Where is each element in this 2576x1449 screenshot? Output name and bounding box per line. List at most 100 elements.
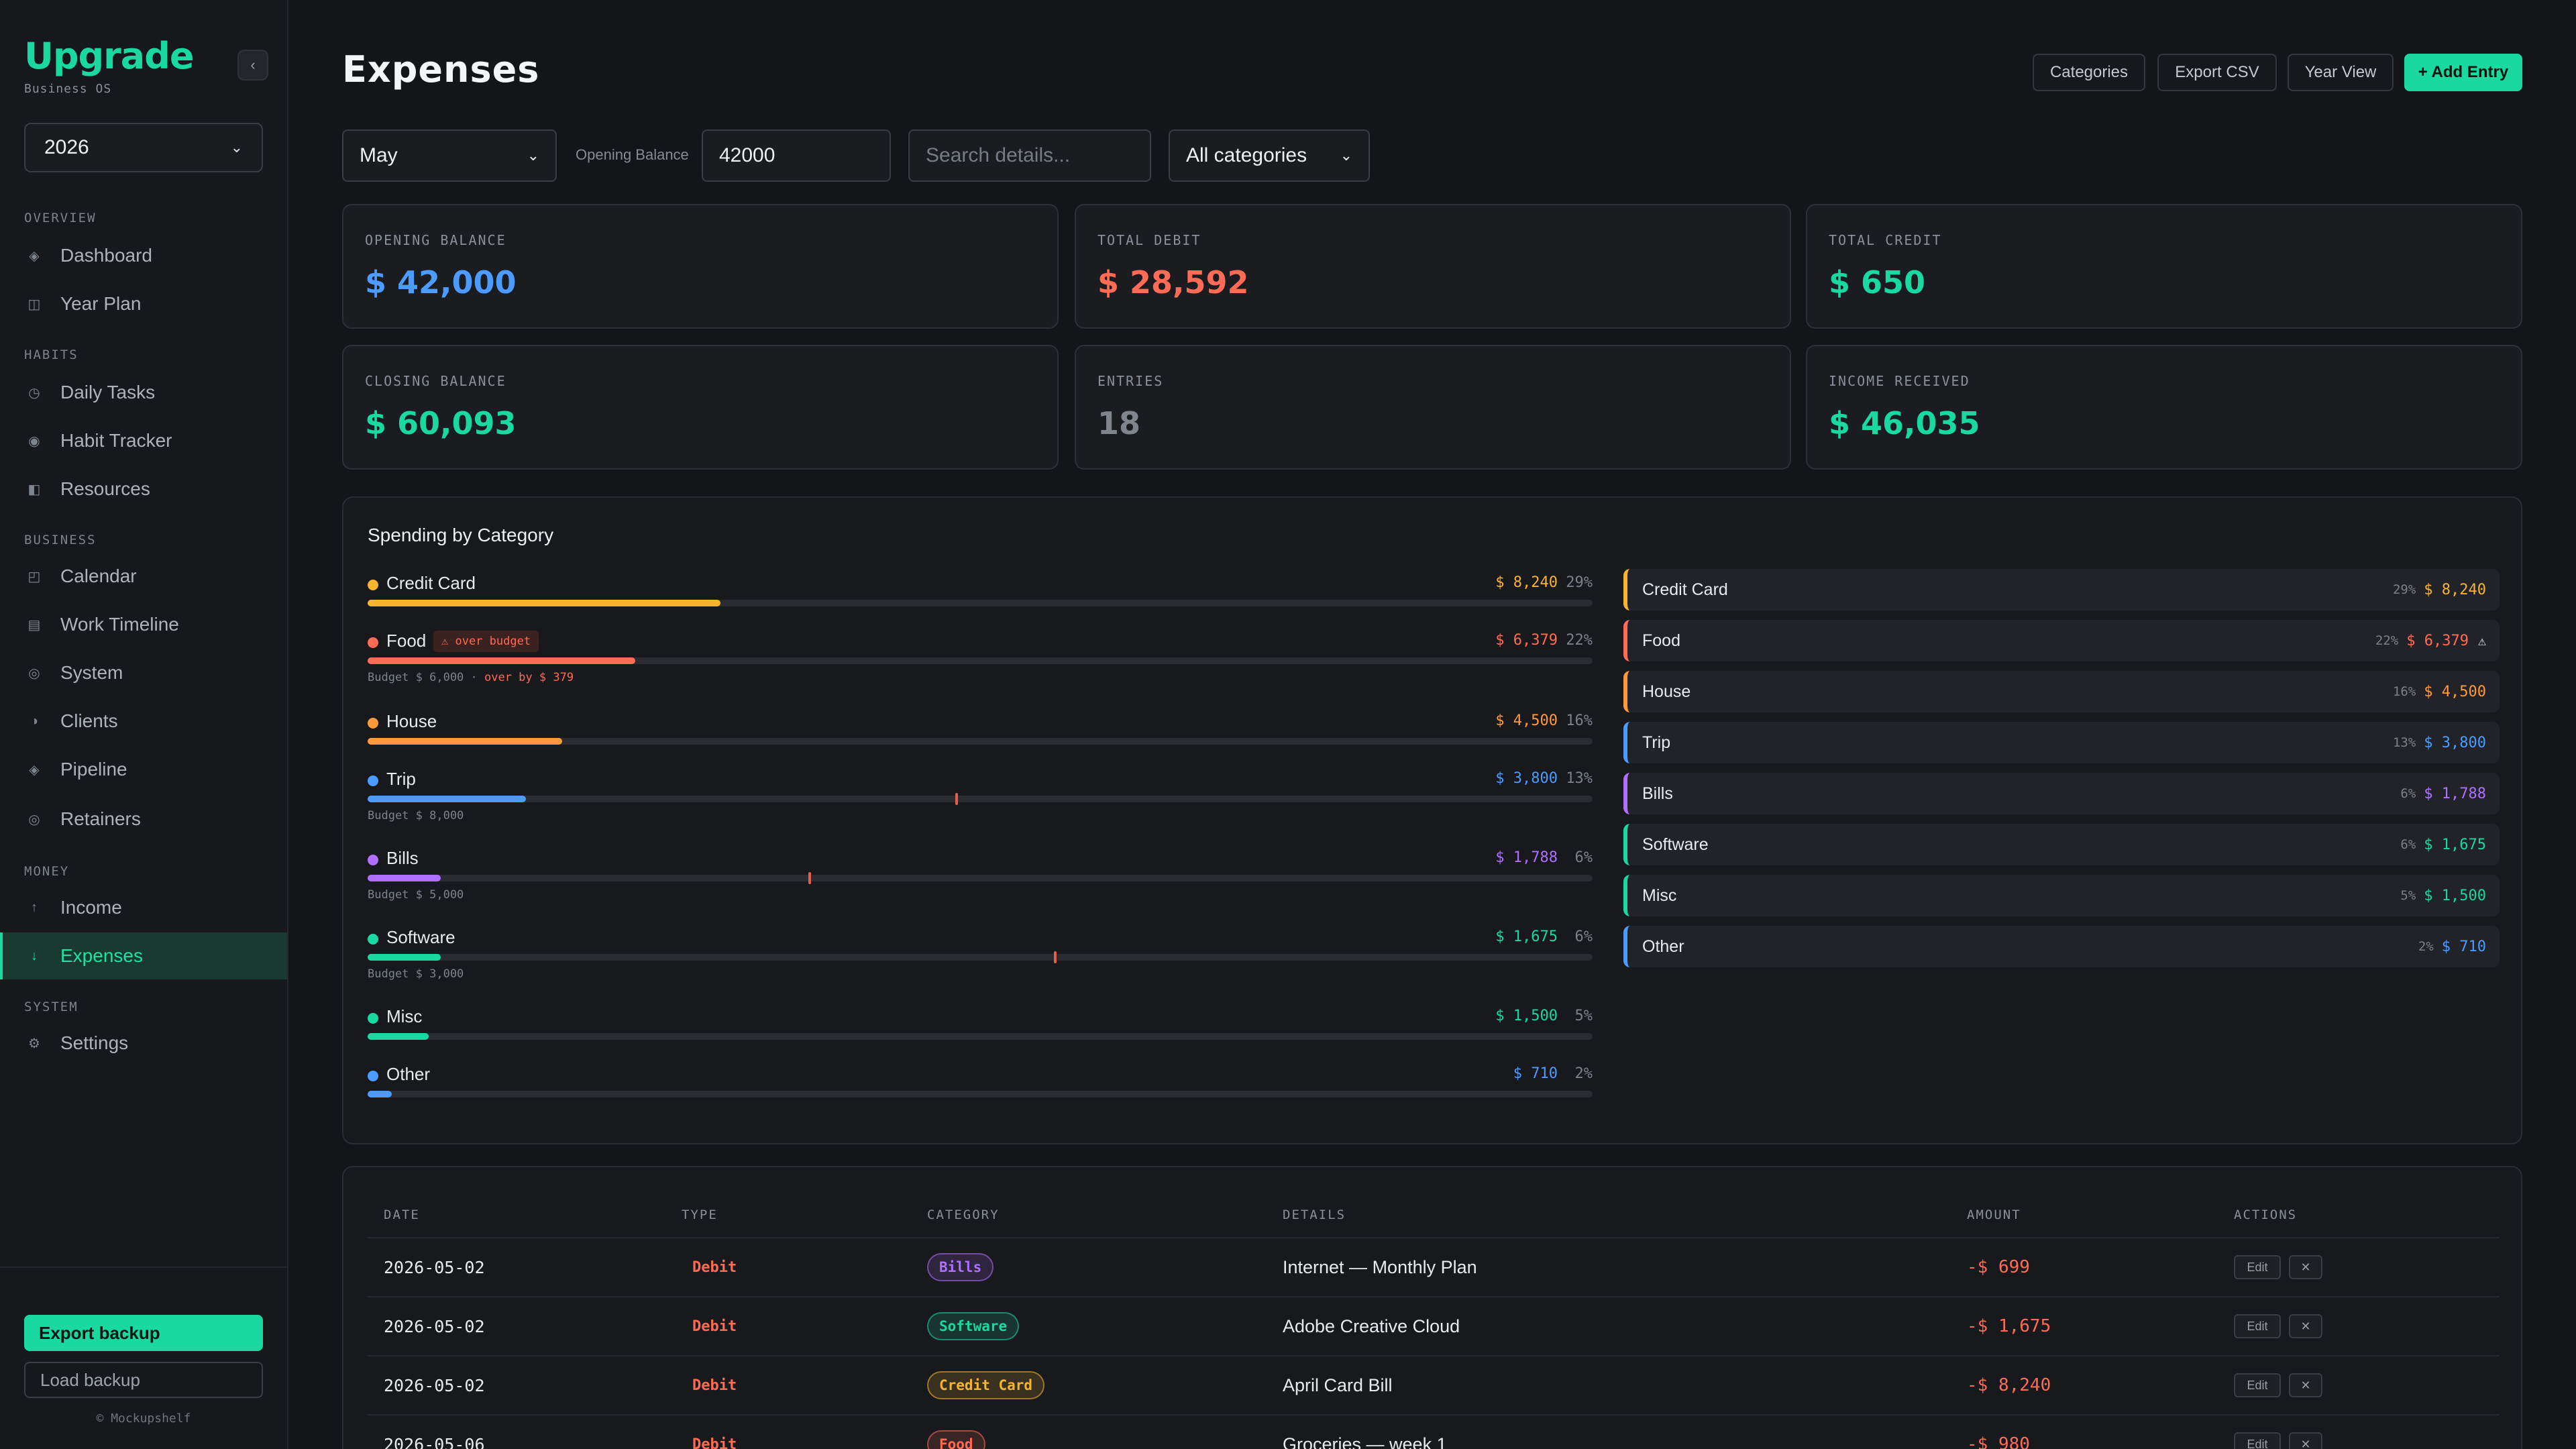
sidebar-item-label: Retainers [60,808,141,829]
delete-button[interactable]: ✕ [2289,1314,2322,1338]
category-name: Software [1642,835,1709,854]
sidebar-item-daily-tasks[interactable]: ◷ Daily Tasks [0,369,287,416]
close-icon: ✕ [2300,1319,2311,1333]
category-bar-track [368,738,1593,745]
chevron-down-icon: ⌄ [1340,147,1352,164]
category-summary-values: 16% $ 4,500 [2393,671,2486,712]
stat-card-entries: ENTRIES 18 [1075,345,1791,470]
category-pill: Credit Card [927,1371,1045,1399]
category-bar-row: Trip $ 3,800 13% Budget $ 8,000 [368,769,1593,822]
sidebar-item-label: Resources [60,478,150,499]
table-row[interactable]: 2026-05-06 Debit Food Groceries — week 1 -$ … [368,1414,2500,1449]
category-pill: Food [927,1430,985,1449]
sidebar-item-income[interactable]: ↑ Income [0,884,287,931]
brand-subtitle: Business OS [24,82,112,96]
categories-button[interactable]: Categories [2033,54,2145,91]
category-summary-item[interactable]: House 16% $ 4,500 [1623,671,2500,712]
export-csv-button[interactable]: Export CSV [2157,54,2277,91]
over-budget-badge: ⚠ over budget [433,631,539,652]
category-bar-row: Software $ 1,675 6% Budget $ 3,000 [368,927,1593,981]
sidebar-item-label: Work Timeline [60,614,179,635]
category-dot [368,855,378,865]
delete-button[interactable]: ✕ [2289,1255,2322,1279]
chevron-down-icon: ⌄ [527,147,539,164]
budget-marker [1054,951,1057,963]
category-amount: $ 3,800 [1495,770,1558,787]
stat-value: $ 650 [1829,264,1926,301]
sidebar-item-expenses[interactable]: ↓ Expenses [0,932,287,979]
sidebar-item-settings[interactable]: ⚙ Settings [0,1020,287,1067]
column-header-category: CATEGORY [927,1208,1000,1222]
category-amount: $ 1,675 [2424,836,2486,853]
category-summary-item[interactable]: Trip 13% $ 3,800 [1623,722,2500,763]
category-summary-item[interactable]: Bills 6% $ 1,788 [1623,773,2500,814]
category-percent: 16% [2392,684,2416,699]
add-entry-button[interactable]: + Add Entry [2404,54,2522,91]
close-icon: ✕ [2300,1260,2311,1274]
load-backup-button[interactable]: Load backup [24,1362,263,1398]
sidebar-item-clients[interactable]: ◑ Clients [0,698,287,745]
row-type: Debit [692,1258,737,1276]
close-icon: ✕ [2300,1378,2311,1392]
year-select[interactable]: 2026 ⌄ [24,123,263,172]
opening-balance-input[interactable]: 42000 [702,129,891,182]
table-row[interactable]: 2026-05-02 Debit Bills Internet — Monthly P… [368,1237,2500,1295]
row-amount: -$ 1,675 [1967,1316,2051,1336]
delete-button[interactable]: ✕ [2289,1432,2322,1449]
sidebar-item-system[interactable]: ◎ System [0,649,287,696]
table-row[interactable]: 2026-05-02 Debit Credit Card April Card Bil… [368,1355,2500,1413]
column-header-date: DATE [384,1208,420,1222]
category-summary-item[interactable]: Misc 5% $ 1,500 [1623,875,2500,916]
row-amount: -$ 699 [1967,1257,2030,1277]
sidebar-item-habit-tracker[interactable]: ◉ Habit Tracker [0,417,287,464]
category-name: Trip [1642,733,1671,752]
budget-label: Budget $ 5,000 [368,888,464,902]
budget-marker [955,793,958,805]
category-summary-item[interactable]: Software 6% $ 1,675 [1623,824,2500,865]
sidebar-item-retainers[interactable]: ◎ Retainers [0,796,287,843]
sidebar-item-year-plan[interactable]: ◫ Year Plan [0,280,287,327]
category-percent: 13% [2392,735,2416,750]
category-name: Bills [386,848,419,868]
stat-label: TOTAL DEBIT [1097,232,1201,248]
category-dot [368,580,378,590]
year-view-button[interactable]: Year View [2288,54,2394,91]
edit-button[interactable]: Edit [2234,1373,2281,1397]
category-amount: $ 1,500 [1495,1008,1558,1024]
sidebar-item-calendar[interactable]: ◰ Calendar [0,553,287,600]
category-budget-text: Budget $ 8,000 [368,809,464,822]
collapse-sidebar-button[interactable]: ‹ [237,50,268,80]
over-budget-amount: over by $ 379 [484,671,574,684]
category-bar-row: Bills $ 1,788 6% Budget $ 5,000 [368,848,1593,902]
edit-button[interactable]: Edit [2234,1314,2281,1338]
gear-icon: ⚙ [28,1036,40,1051]
table-row[interactable]: 2026-05-02 Debit Software Adobe Creative Cl… [368,1296,2500,1354]
budget-label: Budget $ 6,000 · [368,671,484,684]
category-summary-item[interactable]: Food 22% $ 6,379 ⚠ [1623,620,2500,661]
arrow-up-icon: ↑ [31,900,38,915]
sidebar-item-pipeline[interactable]: ◈ Pipeline [0,746,287,793]
category-summary-item[interactable]: Other 2% $ 710 [1623,926,2500,967]
stat-label: INCOME RECEIVED [1829,373,1970,389]
edit-button[interactable]: Edit [2234,1432,2281,1449]
category-select[interactable]: All categories ⌄ [1169,129,1370,182]
category-budget-text: Budget $ 6,000 · over by $ 379 [368,671,574,684]
category-name: House [1642,682,1691,701]
category-bar-row: House $ 4,500 16% [368,711,1593,765]
export-backup-button[interactable]: Export backup [24,1315,263,1351]
category-amount: $ 1,788 [2424,785,2486,802]
column-header-actions: ACTIONS [2234,1208,2298,1222]
sidebar-item-work-timeline[interactable]: ▤ Work Timeline [0,601,287,648]
delete-button[interactable]: ✕ [2289,1373,2322,1397]
month-select[interactable]: May ⌄ [342,129,557,182]
search-input[interactable]: Search details... [908,129,1151,182]
category-bar-row: Credit Card $ 8,240 29% [368,573,1593,627]
category-summary-item[interactable]: Credit Card 29% $ 8,240 [1623,569,2500,610]
sidebar-item-resources[interactable]: ◧ Resources [0,466,287,513]
row-type: Debit [692,1318,737,1335]
edit-button[interactable]: Edit [2234,1255,2281,1279]
nav-section-overview: OVERVIEW [24,211,97,225]
category-amount: $ 1,788 [1495,849,1558,866]
sidebar-item-dashboard[interactable]: ◈ Dashboard [0,232,287,279]
row-details: Adobe Creative Cloud [1283,1316,1460,1336]
